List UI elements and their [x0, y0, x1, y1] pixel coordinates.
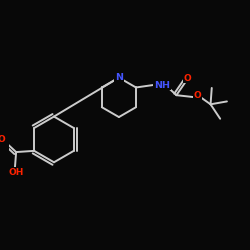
Text: OH: OH — [8, 168, 24, 176]
Text: N: N — [115, 73, 123, 82]
Text: O: O — [183, 74, 191, 82]
Text: O: O — [194, 92, 201, 100]
Text: O: O — [0, 135, 6, 144]
Text: NH: NH — [154, 80, 170, 90]
